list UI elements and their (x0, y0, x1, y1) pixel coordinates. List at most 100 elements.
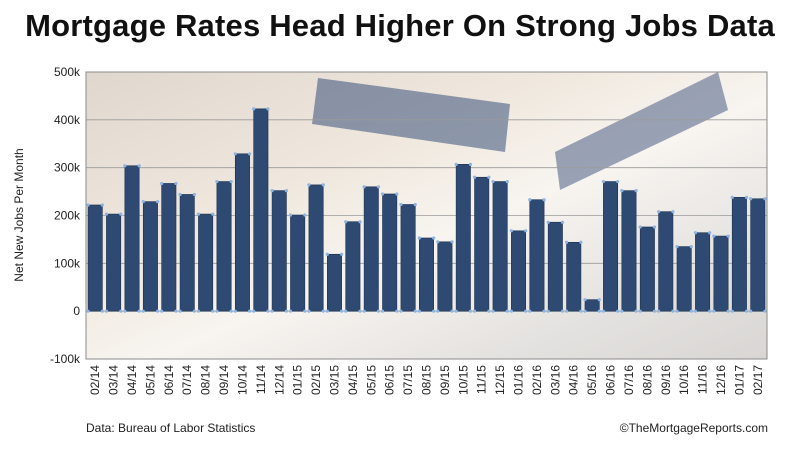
y-tick-label: 0 (73, 304, 80, 318)
bar-corner-marker (270, 309, 274, 313)
bar-corner-marker (730, 195, 734, 199)
bar (198, 213, 214, 312)
bar-corner-marker (141, 200, 145, 204)
bar-corner-marker (708, 309, 712, 313)
bar (87, 204, 103, 312)
bar-corner-marker (321, 183, 325, 187)
bar-corner-marker (454, 162, 458, 166)
bar-corner-marker (119, 212, 123, 216)
bar-corner-marker (432, 236, 436, 240)
bar-corner-marker (528, 198, 532, 202)
bar-corner-marker (726, 234, 730, 238)
bar-corner-marker (509, 309, 513, 313)
y-tick-label: 200k (54, 209, 81, 223)
bar-corner-marker (417, 236, 421, 240)
bar-corner-marker (178, 192, 182, 197)
bar-corner-marker (712, 309, 716, 313)
bar-corner-marker (487, 175, 491, 179)
bar-corner-marker (376, 185, 381, 189)
x-tick-label: 04/15 (346, 365, 360, 395)
x-tick-label: 12/14 (272, 365, 286, 395)
plot-frame (85, 71, 768, 360)
bar-corner-marker (491, 179, 495, 184)
bar-corner-marker (104, 212, 109, 216)
bar-corner-marker (119, 309, 123, 313)
bar-corner-marker (763, 197, 767, 201)
bar (400, 204, 416, 312)
bar (731, 197, 747, 312)
bar-corner-marker (100, 203, 104, 207)
bar-corner-marker (100, 309, 104, 313)
bar (234, 153, 250, 312)
bar-corner-marker (303, 213, 307, 217)
bar (216, 181, 232, 312)
x-tick-label: 11/15 (475, 365, 489, 394)
bar-corner-marker (656, 210, 661, 214)
bar-corner-marker (248, 309, 252, 313)
x-tick-label: 08/16 (640, 365, 654, 395)
bar-corner-marker (270, 189, 274, 193)
bar-corner-marker (708, 231, 712, 235)
bar-corner-marker (638, 309, 642, 313)
bar-corner-marker (192, 309, 197, 313)
bar-corner-marker (252, 309, 256, 313)
bar-corner-marker (597, 309, 601, 313)
bar-corner-marker (546, 309, 550, 313)
bar-corner-marker (689, 244, 693, 249)
bar-corner-marker (380, 309, 385, 313)
bar-corner-marker (524, 229, 528, 233)
bar-corner-marker (597, 298, 601, 302)
data-source: Data: Bureau of Labor Statistics (86, 421, 256, 435)
x-axis-ticks: 02/14 03/14 04/14 05/14 06/14 07/14 08/14 09/14… (88, 365, 765, 395)
bar-corner-marker (505, 179, 509, 184)
x-tick-label: 06/15 (383, 365, 397, 395)
bar-corner-marker (303, 309, 307, 313)
bar-corner-marker (693, 231, 698, 235)
bar-corner-marker (288, 309, 293, 313)
bar-corner-marker (583, 309, 587, 313)
x-tick-label: 01/17 (732, 365, 746, 395)
x-tick-label: 05/14 (143, 365, 157, 395)
x-tick-label: 12/16 (714, 365, 728, 395)
x-tick-label: 07/16 (622, 365, 636, 395)
bar-corner-marker (749, 309, 753, 313)
bar (363, 186, 379, 312)
bar-corner-marker (104, 309, 109, 313)
bar-corner-marker (266, 107, 270, 111)
bar (676, 246, 692, 312)
bar-corner-marker (675, 244, 679, 249)
x-tick-label: 07/14 (180, 365, 194, 395)
bar-corner-marker (749, 197, 753, 201)
bar-corner-marker (616, 179, 620, 184)
bar-corner-marker (266, 309, 270, 313)
bar (161, 183, 177, 312)
bar-corner-marker (487, 309, 491, 313)
bar-corner-marker (671, 210, 675, 214)
bar (621, 190, 637, 312)
bar-corner-marker (86, 203, 90, 207)
bar-corner-marker (689, 309, 693, 313)
bar (639, 226, 655, 312)
bar (271, 190, 287, 312)
bar-corner-marker (155, 200, 160, 204)
x-tick-label: 05/15 (364, 365, 378, 395)
bar-corner-marker (491, 309, 495, 313)
bar-corner-marker (362, 309, 366, 313)
bar (658, 211, 674, 312)
bar-corner-marker (358, 309, 362, 313)
bar-corner-marker (178, 309, 182, 313)
x-tick-label: 07/15 (401, 365, 415, 395)
bar (474, 176, 490, 312)
bar-corner-marker (634, 309, 638, 313)
bar-corner-marker (436, 309, 440, 313)
x-tick-label: 03/14 (107, 365, 121, 395)
bar-corner-marker (399, 202, 403, 207)
bar-corner-marker (344, 309, 348, 313)
x-tick-label: 06/14 (162, 365, 176, 395)
bar (750, 198, 766, 312)
bar-corner-marker (616, 309, 620, 313)
y-tick-label: -100k (50, 352, 81, 366)
bar-corner-marker (620, 309, 624, 313)
chart-title: Mortgage Rates Head Higher On Strong Job… (25, 8, 775, 43)
bar-corner-marker (86, 309, 90, 313)
